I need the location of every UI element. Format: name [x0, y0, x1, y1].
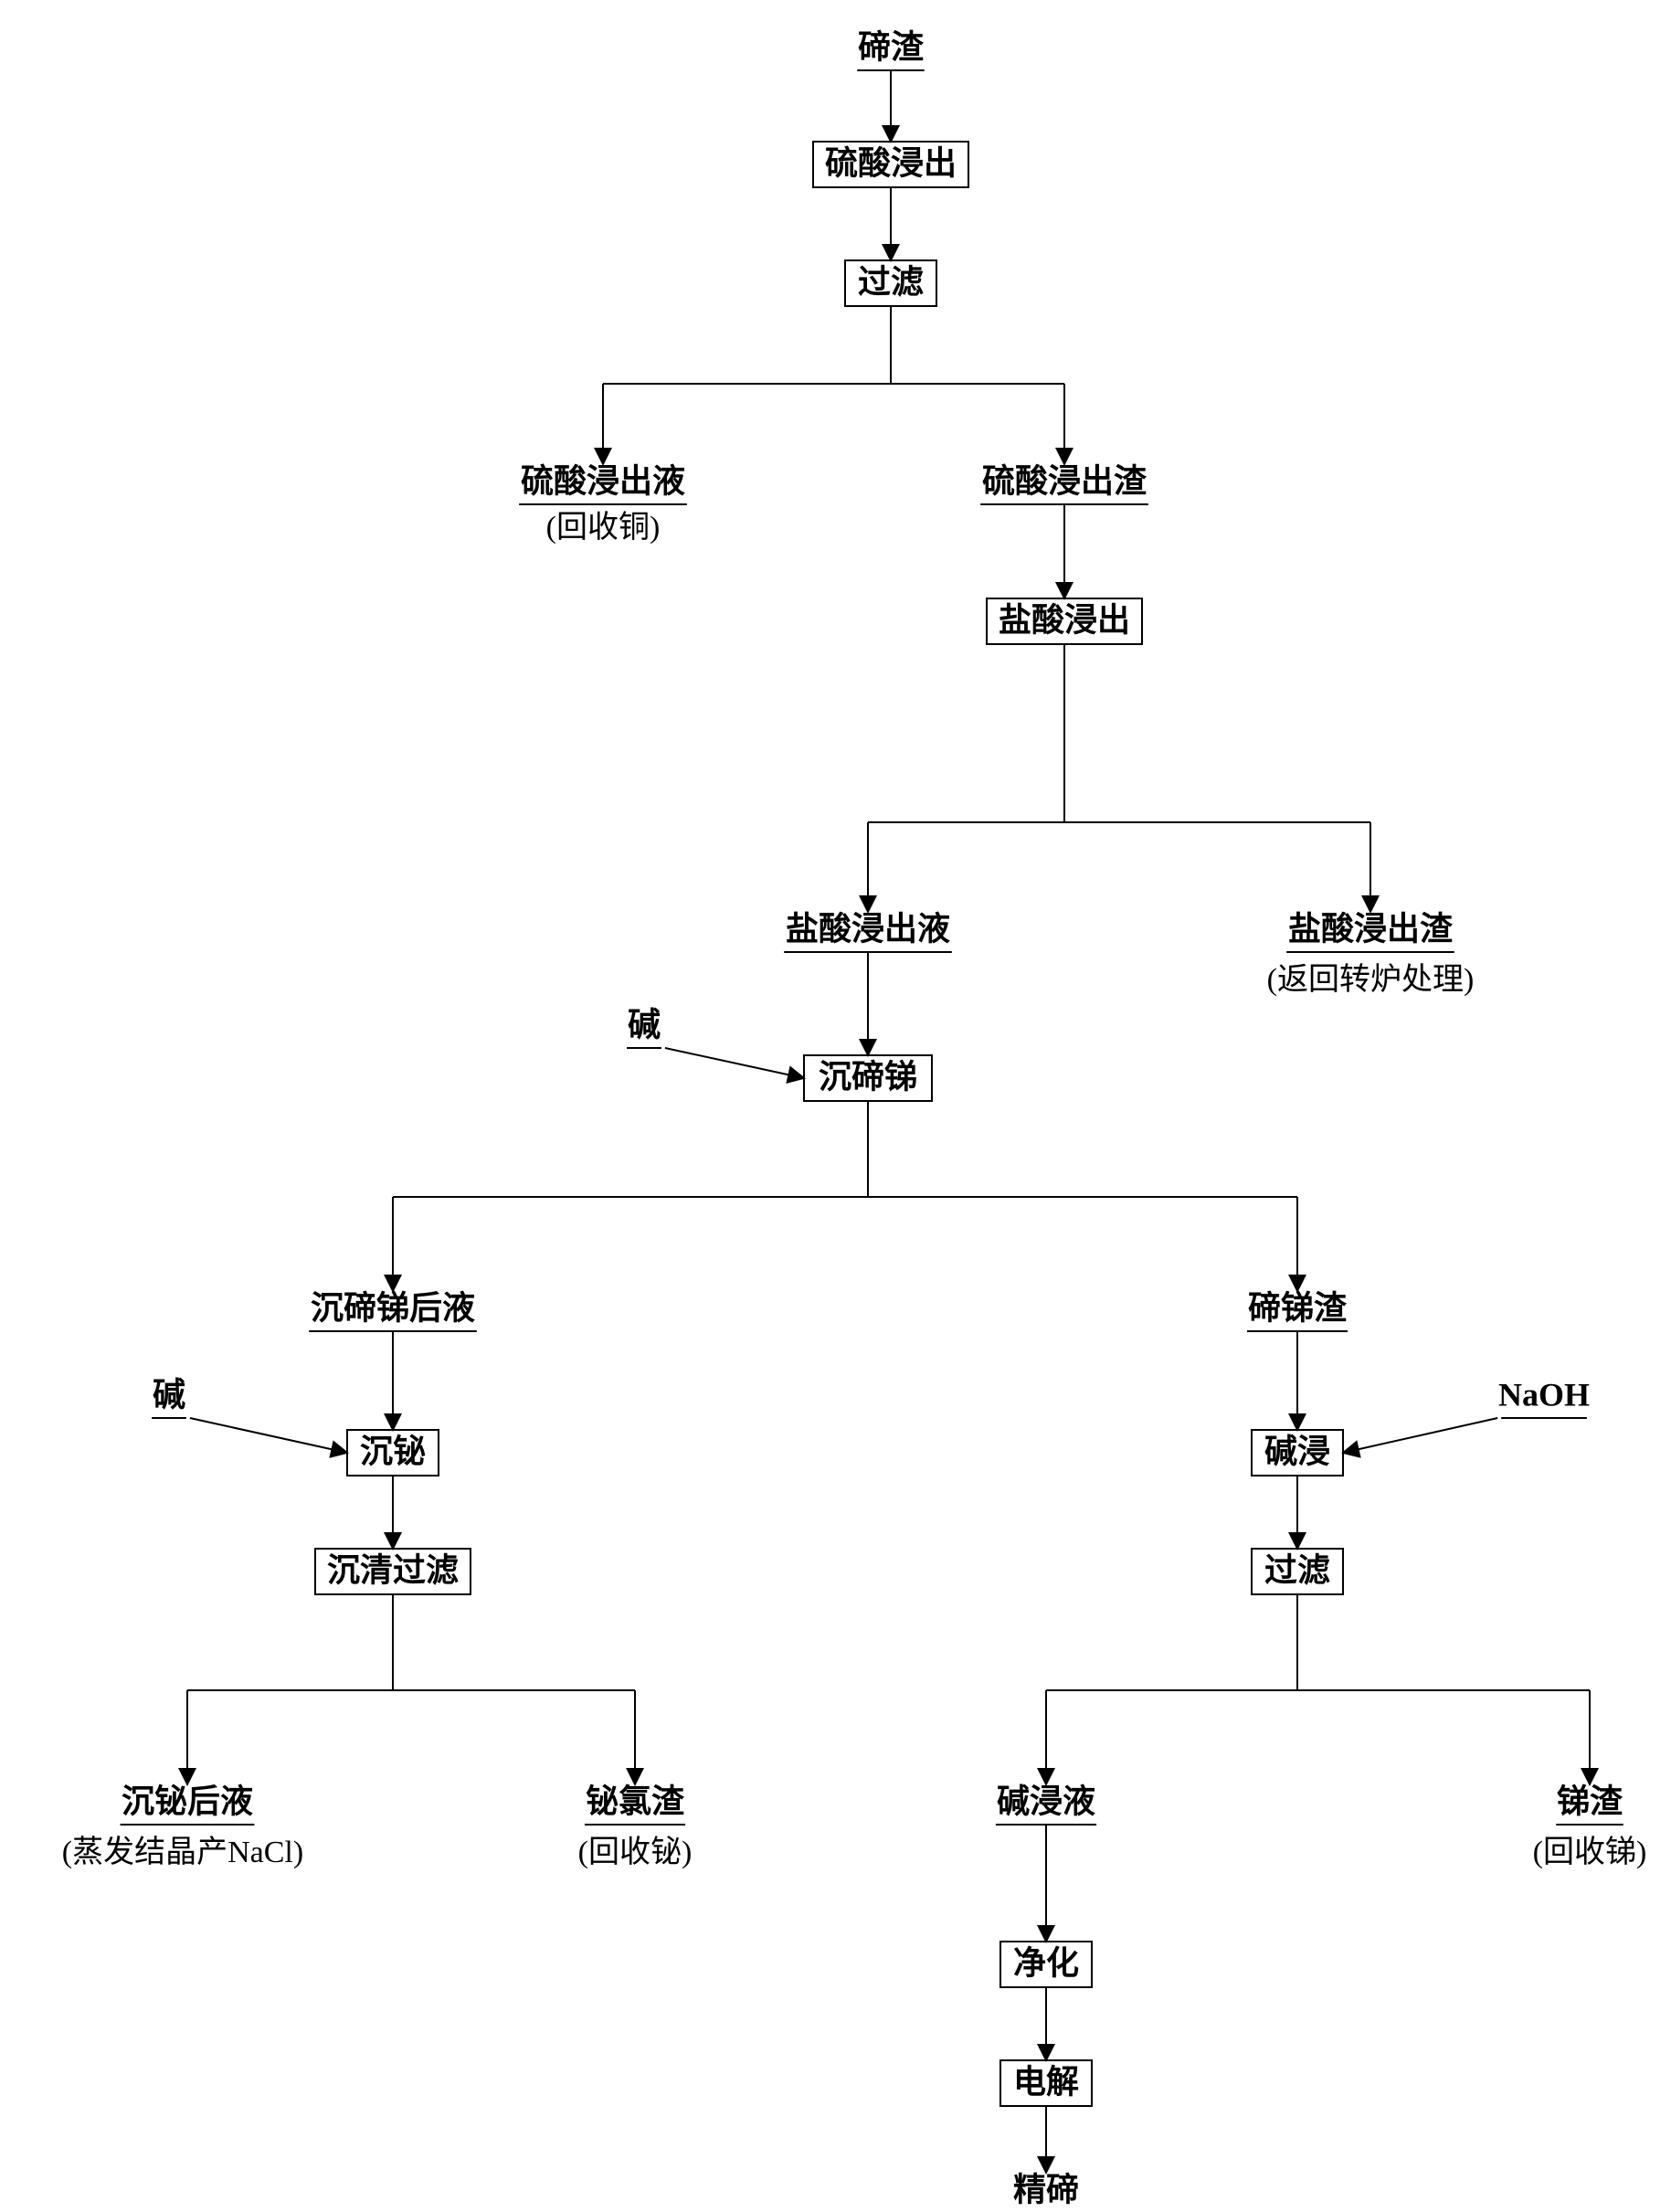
svg-text:(回收锑): (回收锑) [1533, 1835, 1647, 1869]
node-n_electro: 电解 [1000, 2060, 1092, 2106]
svg-text:(回收铜): (回收铜) [546, 510, 661, 545]
svg-text:沉铋: 沉铋 [360, 1433, 426, 1469]
svg-text:精碲: 精碲 [1013, 2171, 1079, 2207]
process-flowchart: 碲渣硫酸浸出过滤硫酸浸出液(回收铜)硫酸浸出渣盐酸浸出盐酸浸出液盐酸浸出渣(返回… [0, 0, 1671, 2212]
node-n_hcl_slag: 盐酸浸出渣 [1286, 910, 1454, 952]
svg-text:沉碲锑: 沉碲锑 [819, 1058, 917, 1095]
node-n_alk_leach: 碱浸 [1252, 1430, 1343, 1476]
svg-text:碱浸: 碱浸 [1264, 1433, 1330, 1469]
svg-text:(回收铋): (回收铋) [578, 1835, 693, 1869]
node-n_nacl: (蒸发结晶产NaCl) [62, 1835, 303, 1869]
svg-text:碱浸液: 碱浸液 [997, 1783, 1095, 1819]
node-n_bi_cl_slag: 铋氯渣 [585, 1783, 685, 1825]
node-n_alkali2: 碱 [152, 1376, 186, 1418]
svg-text:电解: 电解 [1013, 2063, 1079, 2100]
node-n_naoh: NaOH [1498, 1376, 1590, 1418]
svg-text:碱: 碱 [153, 1376, 185, 1413]
node-n_rec_bi: (回收铋) [578, 1835, 693, 1869]
node-n_te_sb_slag: 碲锑渣 [1247, 1289, 1348, 1331]
node-n_te_slag: 碲渣 [857, 28, 925, 70]
svg-text:过滤: 过滤 [1264, 1551, 1330, 1588]
svg-text:铋氯渣: 铋氯渣 [586, 1783, 685, 1819]
svg-text:碲渣: 碲渣 [858, 28, 925, 65]
node-n_h2so4_slag: 硫酸浸出渣 [980, 462, 1148, 504]
svg-text:盐酸浸出液: 盐酸浸出液 [786, 910, 950, 947]
svg-text:沉铋后液: 沉铋后液 [122, 1783, 253, 1819]
svg-text:过滤: 过滤 [858, 263, 924, 300]
svg-text:硫酸浸出液: 硫酸浸出液 [521, 462, 685, 499]
svg-text:盐酸浸出: 盐酸浸出 [999, 601, 1130, 638]
node-n_purify: 净化 [1000, 1942, 1092, 1987]
node-n_return: (返回转炉处理) [1267, 962, 1475, 997]
node-n_filter1: 过滤 [845, 260, 936, 306]
node-n_precip_bi: 沉铋 [347, 1430, 439, 1476]
node-n_h2so4_liq: 硫酸浸出液 [519, 462, 687, 504]
svg-text:硫酸浸出渣: 硫酸浸出渣 [982, 462, 1147, 499]
node-n_sb_slag: 锑渣 [1556, 1783, 1623, 1825]
svg-text:沉碲锑后液: 沉碲锑后液 [311, 1289, 475, 1326]
node-n_after_bi: 沉铋后液 [121, 1783, 255, 1825]
node-n_refined_te: 精碲 [1012, 2171, 1079, 2212]
node-n_rec_cu: (回收铜) [546, 510, 661, 545]
node-n_settle_filt: 沉清过滤 [315, 1549, 471, 1594]
node-n_hcl_leach: 盐酸浸出 [987, 598, 1142, 644]
svg-text:盐酸浸出渣: 盐酸浸出渣 [1288, 910, 1454, 947]
svg-text:硫酸浸出: 硫酸浸出 [825, 144, 957, 181]
node-n_precip_te_sb: 沉碲锑 [804, 1055, 932, 1101]
node-n_after_te_sb: 沉碲锑后液 [309, 1289, 477, 1331]
svg-text:碲锑渣: 碲锑渣 [1248, 1289, 1348, 1326]
node-n_alk_liq: 碱浸液 [996, 1783, 1096, 1825]
node-n_filter2: 过滤 [1252, 1549, 1343, 1594]
svg-text:(蒸发结晶产NaCl): (蒸发结晶产NaCl) [62, 1835, 303, 1869]
node-n_rec_sb: (回收锑) [1533, 1835, 1647, 1869]
svg-text:碱: 碱 [628, 1006, 661, 1042]
svg-text:沉清过滤: 沉清过滤 [327, 1551, 459, 1588]
svg-text:净化: 净化 [1013, 1944, 1079, 1981]
node-n_hcl_liq: 盐酸浸出液 [784, 910, 952, 952]
node-n_alkali1: 碱 [627, 1006, 661, 1048]
node-n_h2so4_leach: 硫酸浸出 [813, 142, 968, 187]
svg-text:锑渣: 锑渣 [1557, 1783, 1623, 1819]
svg-text:(返回转炉处理): (返回转炉处理) [1267, 962, 1475, 997]
svg-text:NaOH: NaOH [1498, 1376, 1590, 1413]
